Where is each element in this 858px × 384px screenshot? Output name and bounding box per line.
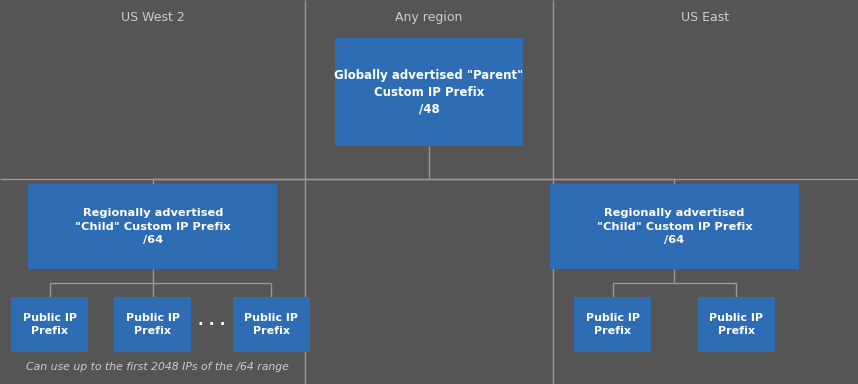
Text: · · ·: · · · xyxy=(198,317,226,332)
FancyBboxPatch shape xyxy=(698,297,775,353)
Text: Any region: Any region xyxy=(396,11,462,24)
Text: Regionally advertised
"Child" Custom IP Prefix
/64: Regionally advertised "Child" Custom IP … xyxy=(75,209,231,245)
Text: Can use up to the first 2048 IPs of the /64 range: Can use up to the first 2048 IPs of the … xyxy=(26,362,288,372)
Text: Public IP
Prefix: Public IP Prefix xyxy=(23,313,76,336)
Text: US West 2: US West 2 xyxy=(121,11,184,24)
Text: Regionally advertised
"Child" Custom IP Prefix
/64: Regionally advertised "Child" Custom IP … xyxy=(596,209,752,245)
FancyBboxPatch shape xyxy=(550,184,799,269)
Text: Globally advertised "Parent"
Custom IP Prefix
/48: Globally advertised "Parent" Custom IP P… xyxy=(335,69,523,116)
FancyBboxPatch shape xyxy=(233,297,310,353)
Text: US East: US East xyxy=(681,11,729,24)
FancyBboxPatch shape xyxy=(11,297,88,353)
FancyBboxPatch shape xyxy=(28,184,277,269)
Text: Public IP
Prefix: Public IP Prefix xyxy=(586,313,639,336)
Text: Public IP
Prefix: Public IP Prefix xyxy=(126,313,179,336)
Text: Public IP
Prefix: Public IP Prefix xyxy=(710,313,763,336)
FancyBboxPatch shape xyxy=(335,38,523,146)
FancyBboxPatch shape xyxy=(574,297,651,353)
Text: Public IP
Prefix: Public IP Prefix xyxy=(245,313,298,336)
FancyBboxPatch shape xyxy=(114,297,191,353)
